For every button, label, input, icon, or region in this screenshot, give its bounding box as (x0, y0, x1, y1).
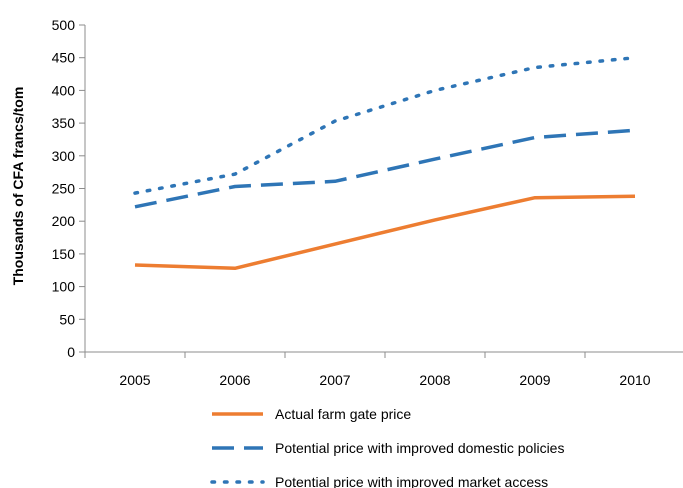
series-layer (133, 55, 637, 271)
y-tick-label: 450 (52, 50, 76, 66)
legend-label-3: Potential price with improved market acc… (275, 474, 548, 488)
y-tick-label: 500 (52, 17, 76, 33)
legend-label-2: Potential price with improved domestic p… (275, 440, 564, 456)
y-axis-label: Thousands of CFA francs/tom (10, 87, 26, 286)
y-tick-label: 300 (52, 148, 76, 164)
series-line-3 (133, 55, 637, 195)
axes: 0 50 100 150 200 250 300 350 400 450 500 2005 2006 20… (52, 17, 683, 388)
series-line-2 (134, 128, 636, 209)
y-tick-label: 400 (52, 82, 76, 98)
y-tick-label: 350 (52, 115, 76, 131)
y-tick-label: 150 (52, 246, 76, 262)
x-tick-label: 2006 (219, 372, 250, 388)
y-tick-label: 0 (67, 344, 75, 360)
legend: Actual farm gate price Potential price wi… (210, 406, 564, 488)
x-tick-label: 2010 (619, 372, 650, 388)
y-tick-label: 100 (52, 279, 76, 295)
x-tick-label: 2007 (319, 372, 350, 388)
y-tick-label: 200 (52, 213, 76, 229)
y-tick-label: 50 (59, 311, 75, 327)
x-tick-label: 2008 (419, 372, 450, 388)
x-tick-label: 2009 (519, 372, 550, 388)
y-tick-label: 250 (52, 181, 76, 197)
series-line-1 (134, 194, 636, 271)
legend-label-1: Actual farm gate price (275, 406, 411, 422)
x-tick-label: 2005 (119, 372, 150, 388)
